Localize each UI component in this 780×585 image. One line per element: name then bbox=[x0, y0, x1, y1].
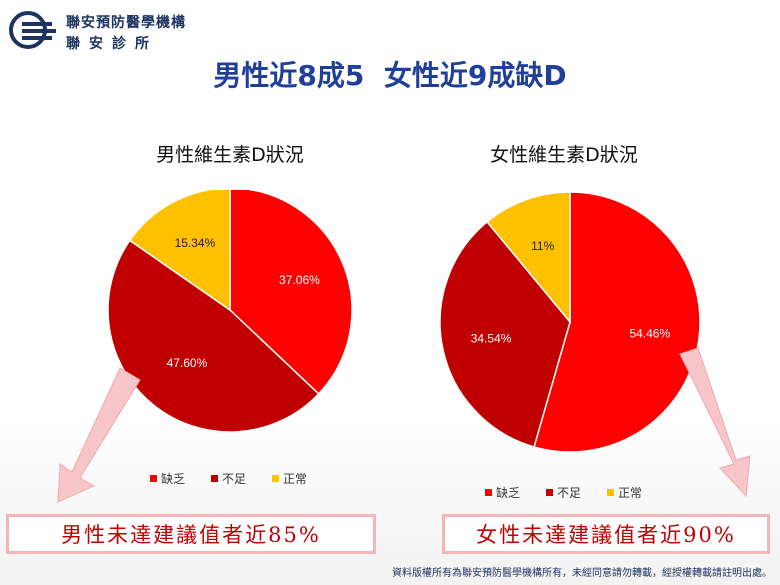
org-subtitle: 聯安診所 bbox=[66, 36, 158, 52]
page-title: 男性近8成5 女性近9成缺D bbox=[213, 59, 567, 92]
pie-slice-lacking bbox=[229, 190, 353, 395]
female-pie-chart: 54.46% 34.54% 11% bbox=[439, 191, 701, 453]
data-label-insufficient: 47.60% bbox=[167, 356, 208, 370]
pie-slice-normal bbox=[128, 190, 231, 312]
male-pie-chart: 37.06% 47.60% 15.34% bbox=[107, 190, 353, 433]
org-name: 聯安預防醫學機構 bbox=[66, 15, 186, 31]
male-chart-title: 男性維生素D狀況 bbox=[156, 144, 304, 166]
legend-item-insufficient: 不足 bbox=[211, 470, 246, 487]
female-arrow-icon bbox=[679, 347, 751, 498]
female-legend: 缺乏 不足 正常 bbox=[485, 484, 642, 501]
legend-item-normal: 正常 bbox=[272, 470, 307, 487]
data-label-normal: 15.34% bbox=[175, 236, 216, 250]
female-chart-title: 女性維生素D狀況 bbox=[490, 144, 638, 166]
legend-item-insufficient: 不足 bbox=[546, 484, 581, 501]
female-callout: 女性未達建議值者近90% bbox=[442, 514, 770, 554]
pie-slice-insufficient bbox=[439, 220, 571, 448]
data-label-lacking: 54.46% bbox=[629, 326, 670, 340]
legend-item-lacking: 缺乏 bbox=[485, 484, 520, 501]
clinic-logo-icon bbox=[9, 11, 56, 49]
data-label-normal: 11% bbox=[531, 239, 554, 253]
data-label-insufficient: 34.54% bbox=[471, 331, 512, 345]
male-arrow-icon bbox=[57, 367, 141, 503]
pie-slice-lacking bbox=[533, 191, 701, 453]
legend-item-lacking: 缺乏 bbox=[150, 470, 185, 487]
legend-item-normal: 正常 bbox=[607, 484, 642, 501]
male-callout: 男性未達建議值者近85% bbox=[6, 514, 376, 554]
copyright-footer: 資料版權所有為聯安預防醫學機構所有，未經同意請勿轉載，經授權轉載請註明出處。 bbox=[392, 568, 772, 579]
data-label-lacking: 37.06% bbox=[279, 273, 320, 287]
male-legend: 缺乏 不足 正常 bbox=[150, 470, 307, 487]
pie-slice-normal bbox=[486, 191, 571, 325]
pie-slice-insufficient bbox=[107, 239, 320, 433]
